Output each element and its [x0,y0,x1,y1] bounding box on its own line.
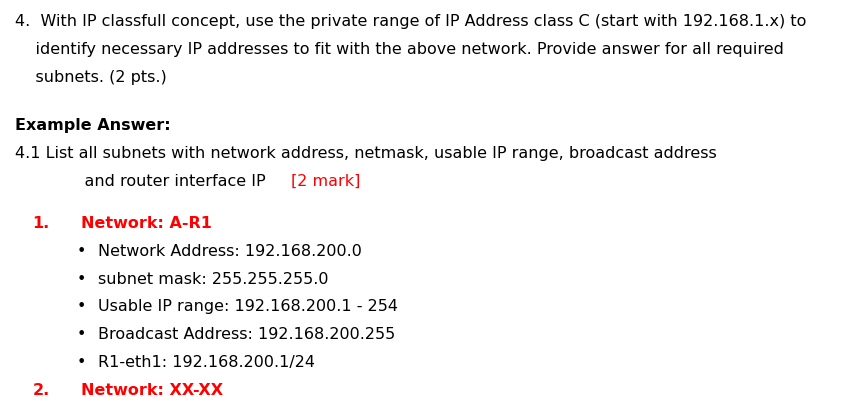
Text: 4.1 List all subnets with network address, netmask, usable IP range, broadcast a: 4.1 List all subnets with network addres… [15,146,717,161]
Text: [2 mark]: [2 mark] [291,174,360,189]
Text: Network: XX-XX: Network: XX-XX [81,383,223,398]
Text: 4.  With IP classfull concept, use the private range of IP Address class C (star: 4. With IP classfull concept, use the pr… [15,14,807,29]
Text: R1-eth1: 192.168.200.1/24: R1-eth1: 192.168.200.1/24 [98,356,316,370]
Text: •: • [77,300,86,314]
Text: •: • [77,272,86,286]
Text: identify necessary IP addresses to fit with the above network. Provide answer fo: identify necessary IP addresses to fit w… [15,42,784,57]
Text: Network Address: 192.168.200.0: Network Address: 192.168.200.0 [98,244,362,259]
Text: 1.: 1. [33,216,50,231]
Text: •: • [77,244,86,259]
Text: and router interface IP: and router interface IP [64,174,286,189]
Text: Broadcast Address: 192.168.200.255: Broadcast Address: 192.168.200.255 [98,328,395,342]
Text: Example Answer:: Example Answer: [15,118,171,133]
Text: 2.: 2. [33,383,50,398]
Text: Usable IP range: 192.168.200.1 - 254: Usable IP range: 192.168.200.1 - 254 [98,300,398,314]
Text: •: • [77,356,86,370]
Text: Network: A-R1: Network: A-R1 [81,216,212,231]
Text: •: • [77,328,86,342]
Text: subnets. (2 pts.): subnets. (2 pts.) [15,70,167,85]
Text: subnet mask: 255.255.255.0: subnet mask: 255.255.255.0 [98,272,329,286]
